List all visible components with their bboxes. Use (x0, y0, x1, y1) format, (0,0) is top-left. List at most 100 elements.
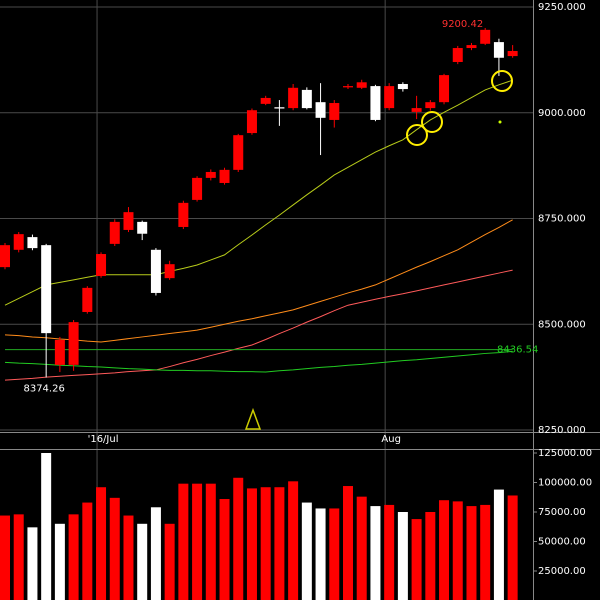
highlight-circle (406, 124, 428, 146)
volume-bar (246, 488, 257, 600)
volume-bar (356, 496, 367, 600)
volume-bar (397, 512, 408, 600)
volume-bar (480, 504, 491, 600)
y-tick-label: 8750.000 (538, 214, 586, 225)
candle-body (452, 48, 463, 62)
volume-bar (274, 487, 285, 600)
moving-average-line (4, 350, 513, 373)
volume-bar (343, 486, 353, 600)
y-tick-label: 8250.000 (538, 425, 586, 436)
y-tick-label: 125000.00 (538, 448, 592, 459)
y-tick-label: 9250.000 (538, 2, 586, 13)
y-tick-label: 9000.000 (538, 108, 586, 119)
candle-body (0, 245, 10, 268)
candle-body (164, 264, 175, 279)
plot (0, 27, 518, 600)
volume-bar (54, 523, 65, 600)
volume-bar (425, 512, 436, 600)
candle-body (233, 135, 244, 170)
volume-bar (150, 507, 161, 600)
low-label: 8374.26 (23, 383, 64, 394)
candle-body (137, 221, 148, 234)
volume-bar (315, 508, 326, 600)
candle-body (82, 287, 93, 312)
x-tick-label: '16/Jul (88, 434, 119, 445)
candle-body (301, 89, 312, 109)
volume-bar (192, 483, 203, 600)
volume-bar (466, 506, 477, 600)
volume-bar (41, 453, 52, 600)
candle-body (343, 86, 353, 88)
signal-dot (498, 120, 502, 124)
volume-bar (123, 515, 134, 600)
candle-body (370, 86, 381, 120)
candle-body (27, 237, 38, 249)
candle-body (288, 87, 299, 109)
candle-body (493, 42, 504, 58)
candle-body (439, 75, 450, 103)
volume-bar (329, 508, 340, 600)
candle-body (411, 108, 422, 112)
candle-body (109, 221, 120, 244)
candle-body (425, 102, 436, 109)
candle-body (384, 86, 395, 109)
candle-body (274, 107, 285, 109)
volume-bar (27, 527, 38, 600)
volume-bar (233, 477, 244, 600)
volume-bar (452, 501, 463, 600)
volume-bar (288, 481, 299, 600)
candle-body (178, 202, 189, 227)
line-end-label: 8436.54 (497, 344, 538, 355)
volume-bar (260, 487, 271, 600)
candle-body (192, 177, 203, 200)
highlight-circle (491, 70, 513, 92)
volume-bar (13, 514, 24, 600)
volume-bar (137, 523, 148, 600)
candle-body (466, 45, 477, 49)
volume-bar (301, 502, 312, 600)
volume-bar (205, 483, 216, 600)
high-label: 9200.42 (442, 19, 483, 30)
candle-body (480, 29, 491, 44)
volume-bar (439, 500, 450, 600)
volume-bar (507, 495, 518, 600)
y-tick-label: 8500.000 (538, 319, 586, 330)
candle-body (54, 339, 65, 365)
candle-body (260, 97, 271, 104)
volume-bar (68, 514, 79, 600)
volume-bar (0, 515, 10, 600)
candle-body (68, 322, 79, 365)
candle-body (356, 82, 367, 88)
moving-average-line (4, 269, 513, 381)
moving-average-line (4, 219, 513, 343)
candle-body (41, 245, 52, 334)
y-tick-label: 75000.00 (538, 507, 586, 518)
volume-bar (178, 483, 189, 600)
volume-bar (219, 499, 230, 600)
volume-bar (82, 502, 93, 600)
volume-bar (384, 504, 395, 600)
candle-body (315, 102, 326, 118)
highlight-circle (421, 111, 443, 133)
volume-bar (164, 523, 175, 600)
x-tick-label: Aug (381, 434, 401, 445)
candle-body (219, 169, 230, 183)
volume-bar (109, 497, 120, 600)
moving-average-line (4, 79, 513, 306)
candle-body (205, 171, 216, 178)
candle-body (329, 103, 340, 120)
y-tick-label: 25000.00 (538, 566, 586, 577)
volume-bar (96, 487, 107, 600)
volume-bar (411, 519, 422, 600)
candle-body (13, 234, 24, 250)
candle-body (397, 83, 408, 90)
candle-body (150, 249, 161, 293)
candle-body (96, 254, 107, 277)
candle-body (246, 110, 257, 134)
candle-body (123, 212, 134, 230)
y-tick-label: 50000.00 (538, 537, 586, 548)
candle-body (507, 50, 518, 57)
volume-bar (370, 506, 381, 600)
